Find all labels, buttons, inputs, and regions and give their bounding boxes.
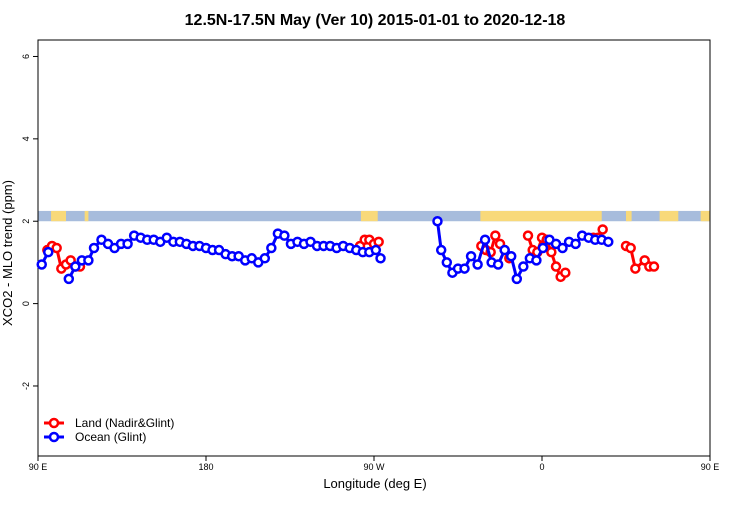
land-band-segment — [51, 210, 66, 222]
ocean-data-point — [370, 244, 382, 256]
chart-title: 12.5N-17.5N May (Ver 10) 2015-01-01 to 2… — [185, 12, 566, 29]
ocean-data-point — [70, 261, 81, 272]
legend-marker-ocean — [48, 431, 60, 443]
land-data-point — [625, 242, 636, 254]
land-data-point — [51, 242, 62, 254]
land-band-segment — [626, 210, 632, 222]
land-band-segment — [700, 210, 710, 222]
ocean-data-point — [83, 255, 94, 266]
ocean-data-point — [259, 253, 271, 264]
ocean-data-point — [511, 273, 523, 285]
land-data-point — [597, 224, 608, 235]
land-data-point — [550, 261, 562, 272]
ocean-data-point — [492, 259, 504, 270]
ocean-data-point — [499, 244, 510, 256]
x-tick-label: 90 E — [701, 462, 720, 472]
land-data-point — [560, 267, 571, 278]
ocean-data-point — [459, 263, 470, 274]
legend: Land (Nadir&Glint) Ocean (Glint) — [40, 414, 190, 444]
x-tick-label: 0 — [539, 462, 544, 472]
y-tick-label: -2 — [21, 382, 31, 390]
legend-background — [40, 414, 190, 444]
legend-marker-land — [48, 417, 60, 429]
ocean-data-point — [441, 257, 453, 268]
ocean-data-point — [505, 250, 517, 262]
ocean-data-point — [603, 236, 614, 248]
ocean-data-point — [88, 242, 100, 254]
y-tick-label: 6 — [21, 54, 31, 59]
ocean-data-point — [43, 246, 54, 258]
ocean-data-point — [479, 234, 491, 246]
ocean-data-point — [531, 255, 542, 266]
land-data-point — [373, 236, 384, 248]
ocean-data-point — [537, 242, 549, 254]
land-data-point — [490, 230, 501, 241]
land-band-segment — [659, 210, 679, 222]
legend-label-land: Land (Nadir&Glint) — [75, 416, 174, 430]
land-band-segment — [360, 210, 378, 222]
legend-label-ocean: Ocean (Glint) — [75, 430, 146, 444]
land-data-point — [522, 230, 534, 241]
land-data-point — [648, 261, 660, 272]
land-data-point — [630, 263, 641, 274]
y-tick-label: 4 — [21, 136, 31, 141]
ocean-data-point — [432, 215, 443, 227]
ocean-data-point — [465, 250, 477, 262]
ocean-data-point — [570, 238, 581, 250]
y-tick-label: 2 — [21, 219, 31, 224]
x-tick-label: 180 — [198, 462, 213, 472]
ocean-data-point — [279, 230, 290, 241]
land-band-segment — [480, 210, 602, 222]
land-data-point — [546, 246, 557, 258]
ocean-data-point — [375, 253, 386, 264]
ocean-data-point — [63, 273, 75, 285]
x-axis-label: Longitude (deg E) — [323, 476, 426, 491]
x-tick-label: 90 W — [363, 462, 385, 472]
ocean-data-point — [435, 244, 447, 256]
ocean-data-point — [122, 238, 133, 250]
ocean-data-point — [36, 259, 47, 270]
land-band-segment — [84, 210, 89, 222]
plot-area: 90 E 180 90 W 0 90 E -2 0 2 4 6 — [21, 39, 720, 472]
ocean-data-point — [266, 242, 277, 254]
ocean-data-point — [472, 259, 483, 270]
y-axis-label: XCO2 - MLO trend (ppm) — [0, 180, 15, 326]
y-tick-label: 0 — [21, 301, 31, 306]
x-tick-label: 90 E — [29, 462, 48, 472]
ocean-data-point — [518, 261, 529, 272]
ocean-data-point — [557, 242, 568, 254]
